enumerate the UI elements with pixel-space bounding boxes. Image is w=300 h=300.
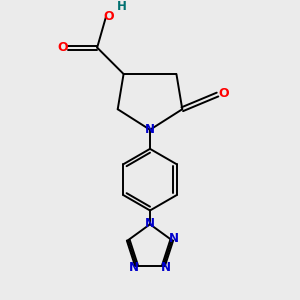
Text: O: O [103, 10, 114, 23]
Text: O: O [57, 41, 68, 54]
Text: N: N [145, 123, 155, 136]
Text: N: N [145, 218, 155, 230]
Text: N: N [129, 261, 139, 274]
Text: O: O [219, 87, 229, 100]
Text: N: N [161, 261, 171, 274]
Text: H: H [117, 0, 127, 13]
Text: N: N [169, 232, 179, 245]
